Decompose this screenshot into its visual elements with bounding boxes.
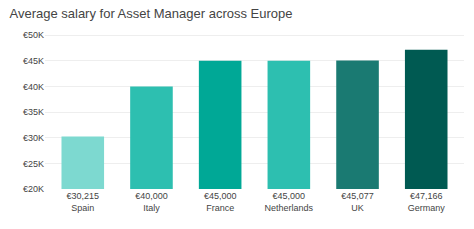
svg-text:€45,000France: €45,000France bbox=[204, 191, 237, 213]
svg-text:€45,000Netherlands: €45,000Netherlands bbox=[265, 191, 314, 213]
svg-text:€45,077UK: €45,077UK bbox=[341, 191, 374, 213]
svg-text:€45K: €45K bbox=[23, 56, 44, 66]
svg-text:€47,166Germany: €47,166Germany bbox=[408, 191, 446, 213]
svg-text:€40,000Italy: €40,000Italy bbox=[135, 191, 168, 213]
svg-text:Average salary for Asset Manag: Average salary for Asset Manager across … bbox=[9, 6, 292, 21]
svg-text:€30,215Spain: €30,215Spain bbox=[67, 191, 100, 213]
svg-text:€35K: €35K bbox=[23, 107, 44, 117]
svg-text:€25K: €25K bbox=[23, 159, 44, 169]
svg-text:€50K: €50K bbox=[23, 30, 44, 40]
svg-text:€30K: €30K bbox=[23, 133, 44, 143]
svg-text:€40K: €40K bbox=[23, 82, 44, 92]
svg-text:€20K: €20K bbox=[23, 184, 44, 194]
